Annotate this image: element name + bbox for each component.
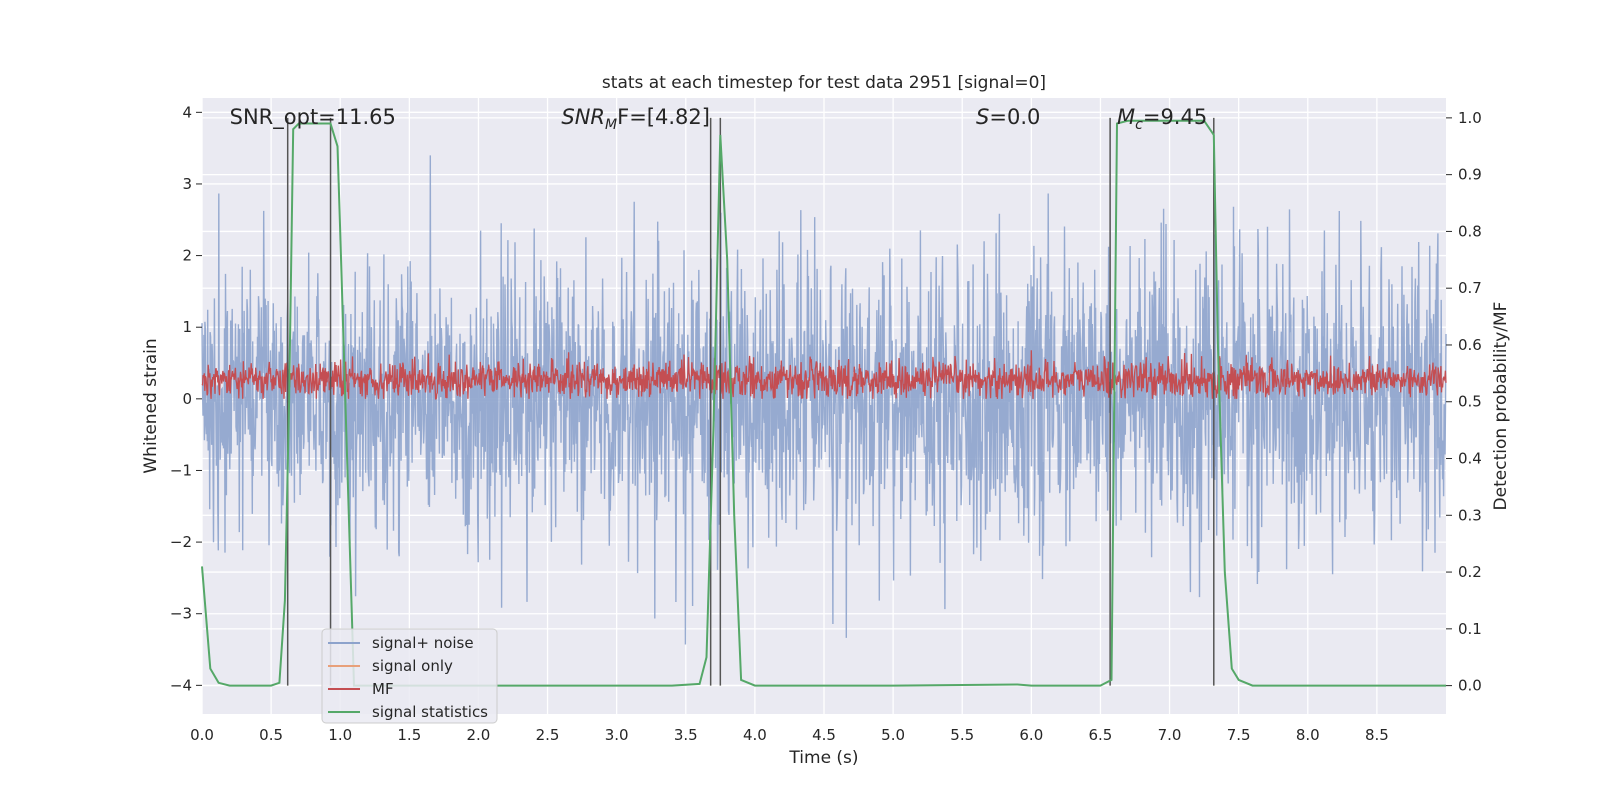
y-tick-label: −3 xyxy=(170,605,192,623)
line-mf xyxy=(201,350,1447,400)
x-tick-label: 8.0 xyxy=(1296,726,1320,744)
y-tick-label: −2 xyxy=(170,533,192,551)
x-tick-label: 3.0 xyxy=(605,726,629,744)
y2-tick-label: 0.3 xyxy=(1458,506,1482,524)
y-tick-label: −1 xyxy=(170,461,192,479)
x-tick-label: 8.5 xyxy=(1365,726,1389,744)
annotation-text: S=0.0 xyxy=(976,105,1040,129)
x-axis-ticks: 0.0 0.5 1.0 1.5 2.0 2.5 3.0 3.5 4.0 4.5 5.0 5.5 6.0 6… xyxy=(190,726,1389,744)
y2-tick-label: 1.0 xyxy=(1458,109,1482,127)
y2-axis-label: Detection probability/MF xyxy=(1491,302,1511,511)
y-tick-label: 3 xyxy=(182,175,192,193)
x-tick-label: 7.5 xyxy=(1227,726,1251,744)
annotations: SNR_opt=11.65 SNRMF=[4.82] S=0.0 Mc=9.45 xyxy=(230,105,1208,133)
x-tick-label: 0.0 xyxy=(190,726,214,744)
legend-entry: signal+ noise xyxy=(372,634,474,652)
line-signal-statistics xyxy=(201,119,1446,687)
y2-tick-label: 0.2 xyxy=(1458,563,1482,581)
legend-entry: signal only xyxy=(372,657,453,675)
annotation-text: Mc=9.45 xyxy=(1117,105,1207,133)
y-axis-label: Whitened strain xyxy=(141,338,161,473)
legend: signal+ noise signal only MF signal statist… xyxy=(321,628,498,724)
y2-tick-label: 0.4 xyxy=(1458,450,1482,468)
x-tick-label: 6.5 xyxy=(1089,726,1113,744)
y2-axis-ticks: 0.0 0.1 0.2 0.3 0.4 0.5 0.6 0.7 0.8 0.9 1.0 xyxy=(1446,109,1482,695)
series-mf xyxy=(201,350,1447,400)
y-axis-ticks: −4 −3 −2 −1 0 1 2 3 4 xyxy=(170,103,202,694)
x-tick-label: 3.5 xyxy=(674,726,698,744)
y2-tick-label: 0.9 xyxy=(1458,166,1482,184)
legend-box xyxy=(321,628,498,724)
y2-tick-label: 0.0 xyxy=(1458,677,1482,695)
x-tick-label: 4.5 xyxy=(812,726,836,744)
x-tick-label: 1.5 xyxy=(397,726,421,744)
annotation-text: SNR_opt=11.65 xyxy=(230,105,396,130)
x-tick-label: 1.0 xyxy=(328,726,352,744)
legend-entry: MF xyxy=(372,680,394,698)
annotation-text: SNRMF=[4.82] xyxy=(561,105,710,133)
x-tick-label: 4.0 xyxy=(743,726,767,744)
y-tick-label: 1 xyxy=(182,318,192,336)
x-tick-label: 6.0 xyxy=(1019,726,1043,744)
chart-title: stats at each timestep for test data 295… xyxy=(602,73,1046,93)
y2-tick-label: 0.7 xyxy=(1458,279,1482,297)
y2-tick-label: 0.8 xyxy=(1458,222,1482,240)
x-tick-label: 5.0 xyxy=(881,726,905,744)
x-tick-label: 0.5 xyxy=(259,726,283,744)
y-tick-label: 0 xyxy=(182,390,192,408)
x-tick-label: 7.0 xyxy=(1158,726,1182,744)
y2-tick-label: 0.5 xyxy=(1458,393,1482,411)
x-tick-label: 2.5 xyxy=(536,726,560,744)
y-tick-label: 4 xyxy=(182,103,192,121)
vertical-markers xyxy=(286,117,1215,686)
y-tick-label: −4 xyxy=(170,676,192,694)
y2-tick-label: 0.1 xyxy=(1458,620,1482,638)
x-axis-label: Time (s) xyxy=(788,748,858,768)
y2-tick-label: 0.6 xyxy=(1458,336,1482,354)
y-tick-label: 2 xyxy=(182,247,192,265)
x-tick-label: 5.5 xyxy=(950,726,974,744)
x-tick-label: 2.0 xyxy=(467,726,491,744)
series-signal-statistics xyxy=(201,119,1446,687)
legend-entry: signal statistics xyxy=(372,703,488,721)
